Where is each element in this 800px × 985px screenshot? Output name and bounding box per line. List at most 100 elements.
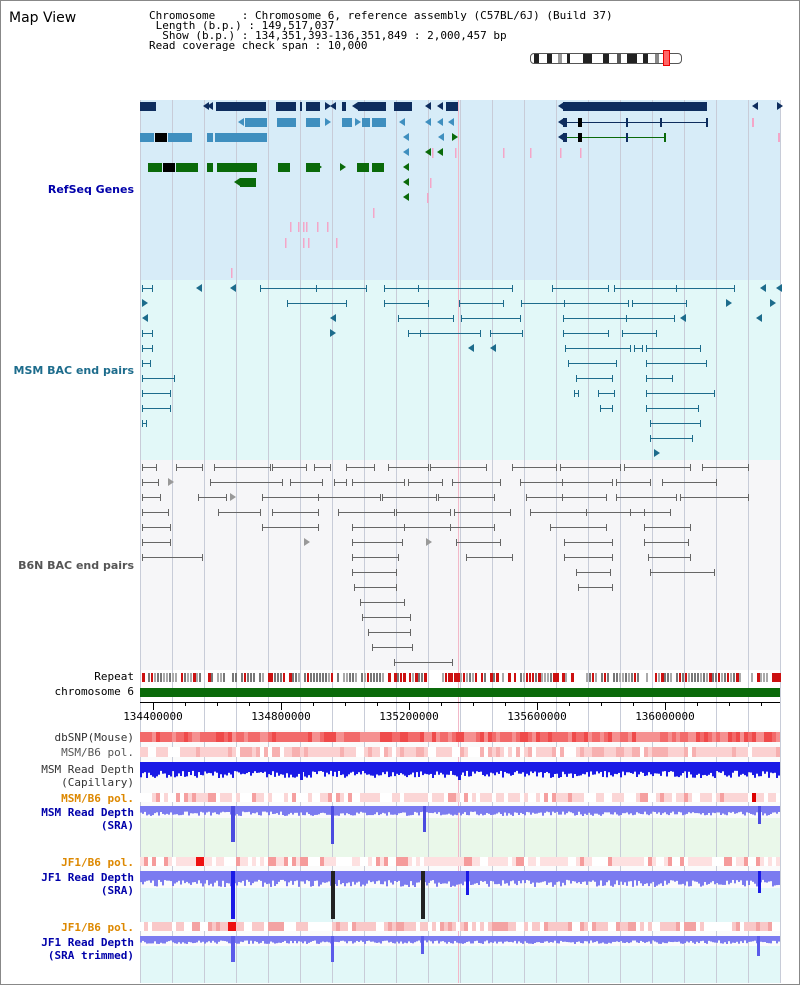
- jf1-b6-pol-label[interactable]: JF1/B6 pol.: [61, 856, 134, 869]
- repeat-feature: [382, 673, 384, 682]
- jf1-depth-trim-bar: [466, 936, 468, 942]
- msm-depth-sra-bar: [174, 806, 176, 815]
- jf1-b6-pol-cell: [564, 857, 568, 866]
- repeat-feature: [457, 673, 460, 682]
- jf1-depth-trim-bar: [214, 936, 216, 943]
- msm-b6-pol2-cell: [244, 793, 248, 802]
- refseq-label[interactable]: RefSeq Genes: [47, 183, 134, 196]
- dbsnp-cell: [164, 732, 168, 742]
- msm-b6-pol-cell: [204, 747, 208, 757]
- ideogram-position-marker[interactable]: [663, 50, 670, 66]
- chromosome-ideogram[interactable]: [530, 53, 682, 64]
- repeat-feature: [604, 673, 606, 682]
- dbsnp-cell: [432, 732, 436, 742]
- jf1-depth-trim-bar: [184, 936, 186, 944]
- jf1-depth-sra-bar: [396, 871, 398, 882]
- snp-tick: [560, 148, 562, 158]
- dbsnp-label[interactable]: dbSNP(Mouse): [54, 731, 134, 744]
- msm-depth-sra-bar: [404, 806, 406, 813]
- jf1-depth-trim-bar: [714, 936, 716, 943]
- jf1-depth-sra-bar: [392, 871, 394, 885]
- msm-depth-sra-bar: [284, 806, 286, 816]
- jf1-depth-sra-bar: [698, 871, 700, 884]
- jf1-depth-sra-bar: [772, 871, 774, 887]
- msm-depth-capillary-bar: [686, 762, 688, 778]
- jf1-depth-trim-label-1[interactable]: JF1 Read Depth: [41, 936, 134, 949]
- b6n-bac-label[interactable]: B6N BAC end pairs: [18, 559, 134, 572]
- jf1-b6-pol-label-2[interactable]: JF1/B6 pol.: [61, 921, 134, 934]
- dbsnp-cell: [332, 732, 336, 742]
- jf1-b6-pol-cell: [412, 857, 416, 866]
- msm-depth-capillary-bar: [244, 762, 246, 775]
- jf1-depth-trim-bar: [154, 936, 156, 942]
- repeat-feature: [322, 673, 324, 682]
- axis-minor-tick: [729, 702, 730, 706]
- repeat-feature: [211, 673, 213, 682]
- jf1-b6-pol-cell: [628, 857, 632, 866]
- msm-depth-capillary-label-1[interactable]: MSM Read Depth: [41, 763, 134, 776]
- axis-minor-tick: [313, 702, 314, 706]
- msm-bac-pair-end: [142, 330, 143, 337]
- msm-b6-pol2-cell: [676, 793, 680, 802]
- msm-b6-pol2-cell: [408, 793, 412, 802]
- jf1-depth-sra-bar: [560, 871, 562, 887]
- msm-bac-label[interactable]: MSM BAC end pairs: [13, 364, 134, 377]
- dbsnp-cell: [308, 732, 312, 742]
- msm-b6-pol-label[interactable]: MSM/B6 pol.: [61, 746, 134, 759]
- strand-arrow-icon: [425, 148, 431, 156]
- gene-exon: [563, 118, 567, 127]
- jf1-depth-sra-label-1[interactable]: JF1 Read Depth: [41, 871, 134, 884]
- axis-minor-tick: [249, 702, 250, 706]
- jf1-b6-pol-cell: [700, 857, 704, 866]
- jf1-b6-pol-cell: [572, 857, 576, 866]
- msm-bac-pair-end: [316, 285, 317, 292]
- msm-b6-pol-label-2[interactable]: MSM/B6 pol.: [61, 792, 134, 805]
- jf1-depth-sra-bar: [294, 871, 296, 882]
- dbsnp-cell: [256, 732, 260, 742]
- msm-depth-capillary-bar: [772, 762, 774, 774]
- jf1-b6-pol2-cell: [632, 922, 636, 931]
- msm-b6-pol2-cell: [392, 793, 396, 802]
- msm-depth-sra-label-1[interactable]: MSM Read Depth: [41, 806, 134, 819]
- msm-b6-pol-cell: [260, 747, 264, 757]
- repeat-feature: [388, 673, 391, 682]
- jf1-depth-sra-bar: [552, 871, 554, 887]
- dbsnp-cell: [428, 732, 432, 742]
- msm-b6-pol-cell: [280, 747, 284, 757]
- strand-arrow-icon: [325, 102, 331, 110]
- msm-depth-sra-bar: [196, 806, 198, 814]
- repeat-feature: [670, 673, 672, 682]
- jf1-depth-sra-bar: [400, 871, 402, 887]
- jf1-depth-sra-bar: [382, 871, 384, 885]
- jf1-b6-pol-cell: [212, 857, 216, 866]
- chromosome-bar[interactable]: [140, 688, 780, 697]
- msm-depth-capillary-bar: [724, 762, 726, 776]
- dbsnp-cell: [144, 732, 148, 742]
- gene-exon: [207, 163, 213, 172]
- dbsnp-cell: [228, 732, 232, 742]
- jf1-depth-sra-bar: [720, 871, 722, 885]
- jf1-depth-sra-bar: [142, 871, 144, 885]
- msm-depth-sra-bar: [662, 806, 664, 814]
- jf1-depth-trim-bar: [590, 936, 592, 941]
- msm-bac-pair-end: [612, 375, 613, 382]
- jf1-b6-pol-cell: [744, 857, 748, 866]
- b6n-bac-pair-end: [218, 509, 219, 516]
- msm-b6-pol2-cell: [752, 793, 756, 802]
- msm-bac-pair-end: [142, 375, 143, 382]
- jf1-depth-trim-bar: [410, 936, 412, 943]
- jf1-b6-pol2-cell: [468, 922, 472, 931]
- gene-exon: [563, 102, 707, 111]
- jf1-b6-pol2-cell: [328, 922, 332, 931]
- dbsnp-cell: [220, 732, 224, 742]
- msm-depth-sra-bar: [164, 806, 166, 815]
- msm-depth-sra-bar: [486, 806, 488, 814]
- jf1-b6-pol2-cell: [192, 922, 196, 931]
- msm-b6-pol-cell: [456, 747, 460, 757]
- jf1-depth-trim-bar: [736, 936, 738, 942]
- msm-b6-pol2-cell: [224, 793, 228, 802]
- dbsnp-cell: [596, 732, 600, 742]
- repeat-feature: [268, 673, 271, 682]
- jf1-b6-pol-cell: [348, 857, 352, 866]
